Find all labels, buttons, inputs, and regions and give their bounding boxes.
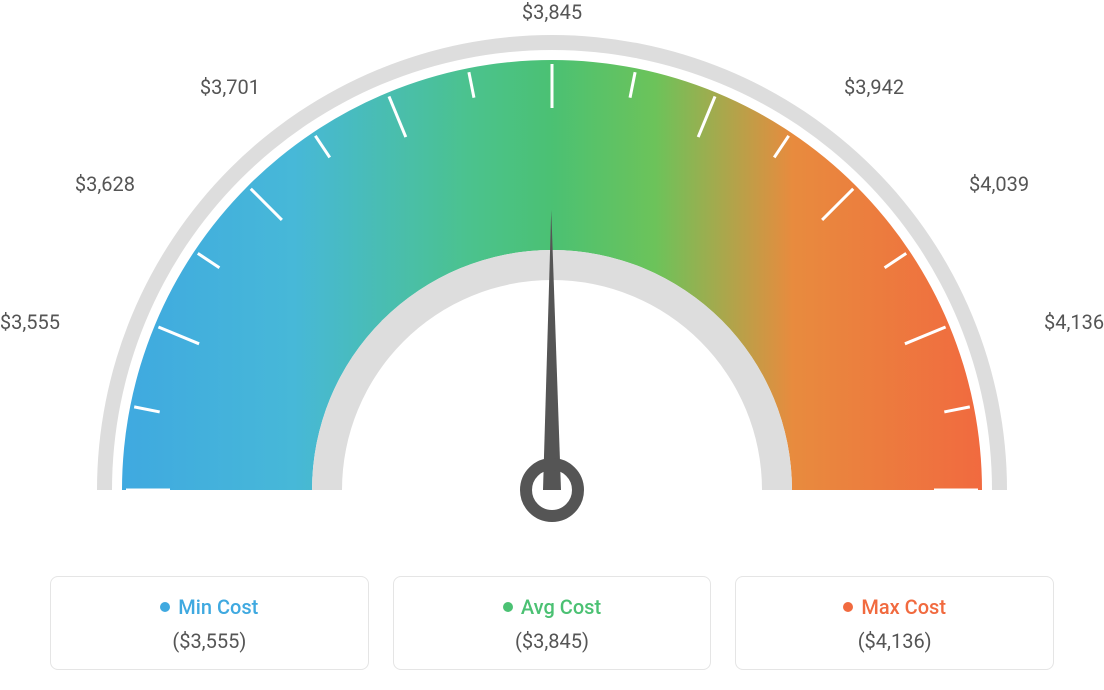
max-cost-card: Max Cost ($4,136) [735,576,1054,670]
gauge-tick-label: $3,942 [844,75,904,99]
gauge-tick-label: $4,039 [969,172,1029,196]
max-cost-dot-icon [843,602,853,612]
max-cost-title-row: Max Cost [843,595,946,619]
gauge-tick-label: $3,845 [522,0,582,24]
max-cost-value: ($4,136) [746,629,1043,653]
avg-cost-card: Avg Cost ($3,845) [393,576,712,670]
summary-cards: Min Cost ($3,555) Avg Cost ($3,845) Max … [50,576,1054,670]
max-cost-title: Max Cost [861,595,946,619]
avg-cost-dot-icon [503,602,513,612]
gauge-area: $3,555 $3,628 $3,701 $3,845 $3,942 $4,039 $4,1… [0,0,1104,560]
min-cost-card: Min Cost ($3,555) [50,576,369,670]
min-cost-title: Min Cost [178,595,258,619]
min-cost-title-row: Min Cost [160,595,258,619]
avg-cost-value: ($3,845) [404,629,701,653]
avg-cost-title: Avg Cost [521,595,601,619]
gauge-tick-label: $3,555 [0,310,60,334]
gauge-tick-label: $3,628 [75,172,135,196]
avg-cost-title-row: Avg Cost [503,595,601,619]
gauge-tick-label: $4,136 [1044,310,1104,334]
gauge-svg [0,0,1104,560]
min-cost-value: ($3,555) [61,629,358,653]
gauge-tick-label: $3,701 [200,75,260,99]
gauge-chart-container: $3,555 $3,628 $3,701 $3,845 $3,942 $4,039 $4,1… [0,0,1104,690]
min-cost-dot-icon [160,602,170,612]
